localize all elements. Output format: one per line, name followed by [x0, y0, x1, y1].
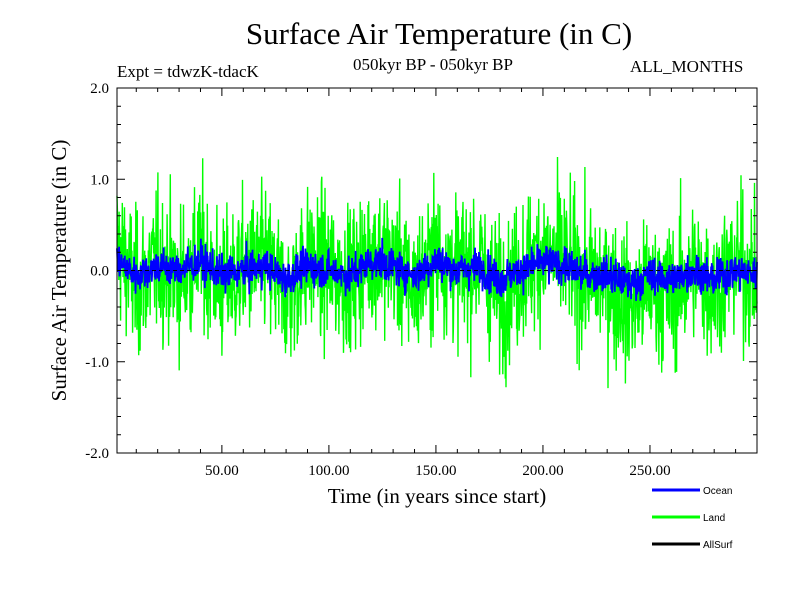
y-tick-label: -1.0	[85, 355, 109, 371]
series-line-ocean	[116, 237, 758, 301]
chart-subtitle: 050kyr BP - 050kyr BP	[353, 55, 513, 74]
x-tick-label: 50.00	[205, 463, 239, 479]
legend-label: Land	[703, 513, 725, 524]
legend-label: Ocean	[703, 486, 732, 497]
legend-item-allsurf: AllSurf	[652, 540, 733, 551]
legend-item-ocean: Ocean	[652, 486, 732, 497]
y-axis-label: Surface Air Temperature (in C)	[47, 140, 71, 402]
x-tick-label: 250.00	[629, 463, 670, 479]
y-tick-label: 2.0	[90, 81, 109, 97]
axis-labels-layer: Time (in years since start) Surface Air T…	[47, 140, 546, 508]
chart-title: Surface Air Temperature (in C)	[245, 16, 633, 51]
x-tick-label: 100.00	[308, 463, 349, 479]
x-tick-label: 200.00	[522, 463, 563, 479]
series-layer	[116, 156, 758, 389]
months-label: ALL_MONTHS	[630, 57, 744, 76]
legend-item-land: Land	[652, 513, 725, 524]
x-axis-label: Time (in years since start)	[328, 484, 547, 508]
experiment-label: Expt = tdwzK-tdacK	[117, 62, 259, 81]
series-line-land	[116, 156, 758, 389]
legend: Ocean Land AllSurf	[652, 486, 733, 551]
y-tick-label: 0.0	[90, 264, 109, 280]
y-tick-label: 1.0	[90, 172, 109, 188]
ticks-layer: 50.00 100.00 150.00 200.00 250.00 -2.0 -1.0 0.0…	[85, 81, 757, 479]
y-tick-label: -2.0	[85, 446, 109, 462]
x-tick-label: 150.00	[415, 463, 456, 479]
legend-label: AllSurf	[703, 540, 733, 551]
